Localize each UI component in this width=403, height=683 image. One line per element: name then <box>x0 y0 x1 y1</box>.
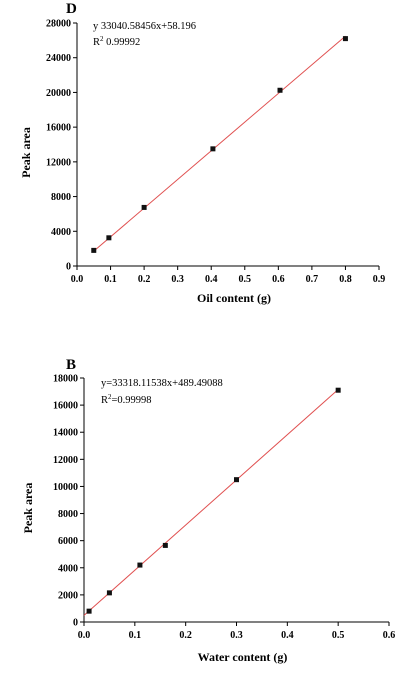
x-tick-label: 0.1 <box>104 274 117 285</box>
regression-equation: y=33318.11538x+489.49088 <box>101 378 223 389</box>
data-point <box>342 36 348 42</box>
y-tick-label: 0 <box>66 262 71 273</box>
data-point <box>91 247 97 253</box>
x-tick-label: 0.3 <box>230 630 243 641</box>
y-tick-label: 4000 <box>58 563 78 574</box>
r-squared-exponent: 2 <box>100 35 104 43</box>
r-squared-prefix: R <box>93 37 100 48</box>
x-tick-label: 0.0 <box>71 274 84 285</box>
y-tick-label: 16000 <box>53 401 78 412</box>
r-squared-exponent: 2 <box>108 393 112 401</box>
y-axis-title: Peak area <box>19 127 33 178</box>
y-tick-label: 12000 <box>53 455 78 466</box>
y-tick-label: 0 <box>73 618 78 629</box>
x-axis-title: Water content (g) <box>198 650 288 664</box>
data-point <box>277 87 283 93</box>
x-tick-label: 0.6 <box>383 630 396 641</box>
y-tick-label: 8000 <box>58 509 78 520</box>
y-tick-label: 12000 <box>46 157 71 168</box>
x-tick-label: 0.7 <box>306 274 319 285</box>
y-tick-label: 2000 <box>58 590 78 601</box>
panel-label: B <box>66 357 76 373</box>
y-tick-label: 16000 <box>46 123 71 134</box>
y-tick-label: 4000 <box>51 227 71 238</box>
data-point <box>86 608 92 614</box>
x-axis-title: Oil content (g) <box>197 291 271 305</box>
fit-line <box>83 389 339 616</box>
chart-panel-2: 0 2000 4000 6000 8000 10000 12000 14000 16000 180… <box>21 357 395 664</box>
chart-panel-1: 0 4000 8000 12000 16000 20000 24000 28000 0.0 0.1… <box>19 1 385 305</box>
x-tick-label: 0.4 <box>281 630 294 641</box>
y-tick-label: 18000 <box>53 374 78 385</box>
y-tick-label: 20000 <box>46 88 71 99</box>
x-tick-label: 0.2 <box>179 630 192 641</box>
data-point <box>141 204 147 210</box>
data-point <box>335 387 341 393</box>
x-tick-label: 0.5 <box>239 274 252 285</box>
r-squared: R2 0.99992 <box>93 35 140 48</box>
data-point <box>137 562 143 568</box>
data-point <box>162 542 168 548</box>
x-tick-label: 0.4 <box>205 274 218 285</box>
r-squared-value: =0.99998 <box>112 395 152 406</box>
x-tick-label: 0.2 <box>138 274 151 285</box>
y-tick-label: 10000 <box>53 482 78 493</box>
data-point <box>234 477 239 483</box>
x-tick-label: 0.6 <box>272 274 285 285</box>
x-tick-label: 0.9 <box>373 274 386 285</box>
x-tick-label: 0.5 <box>332 630 345 641</box>
panel-label: D <box>66 1 77 17</box>
data-point <box>106 235 112 241</box>
data-point <box>210 146 216 152</box>
r-squared: R2=0.99998 <box>101 393 152 406</box>
y-tick-label: 28000 <box>46 19 71 30</box>
y-axis-title: Peak area <box>21 483 35 534</box>
r-squared-prefix: R <box>101 395 108 406</box>
x-tick-label: 0.0 <box>78 630 91 641</box>
y-tick-label: 6000 <box>58 536 78 547</box>
x-tick-label: 0.8 <box>339 274 352 285</box>
y-tick-label: 24000 <box>46 53 71 64</box>
fit-line <box>93 35 346 252</box>
x-tick-label: 0.1 <box>129 630 142 641</box>
data-point <box>106 590 112 596</box>
y-tick-label: 8000 <box>51 192 71 203</box>
r-squared-value: 0.99992 <box>104 37 141 48</box>
regression-equation: y 33040.58456x+58.196 <box>93 21 196 32</box>
y-tick-label: 14000 <box>53 428 78 439</box>
x-tick-label: 0.3 <box>171 274 184 285</box>
